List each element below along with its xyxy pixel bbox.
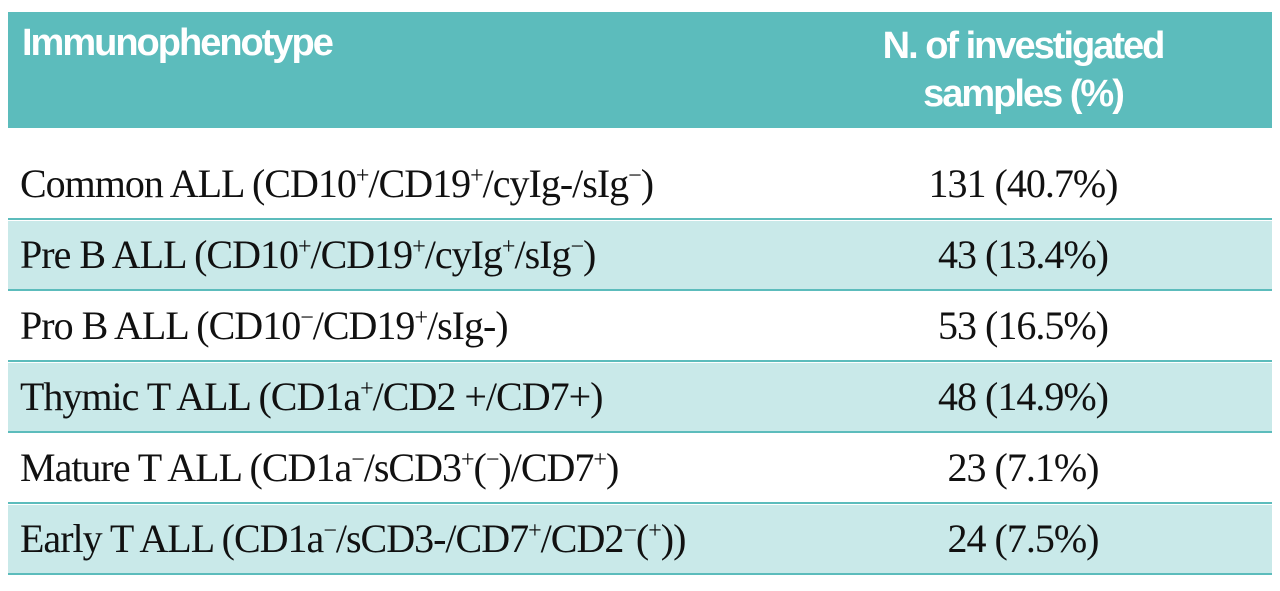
superscript: − [351, 447, 365, 473]
label-text: /CD2 [540, 516, 625, 561]
superscript: + [470, 163, 484, 189]
label-text: /sIg [514, 232, 571, 277]
superscript: + [360, 376, 374, 402]
superscript: + [461, 447, 475, 473]
superscript: − [570, 234, 584, 260]
table-row: Pre B ALL (CD10+/CD19+/cyIg+/sIg−) 43 (13… [8, 221, 1272, 291]
label-text: ) [605, 445, 619, 490]
row-label: Common ALL (CD10+/CD19+/cyIg-/sIg−) [20, 160, 654, 207]
label-text: Common ALL (CD10 [20, 161, 357, 206]
superscript: + [648, 518, 662, 544]
superscript: + [501, 234, 516, 260]
label-text: Pre B ALL (CD10 [20, 232, 299, 277]
row-value: 43 (13.4%) [938, 232, 1109, 277]
label-text: Early T ALL (CD1a [20, 516, 324, 561]
row-label: Pro B ALL (CD10−/CD19+/sIg-) [20, 302, 509, 349]
label-text: /sCD3-/CD7 [335, 516, 529, 561]
label-text: ) [640, 161, 654, 206]
superscript: + [414, 305, 428, 331]
superscript: − [485, 447, 500, 473]
row-value: 131 (40.7%) [928, 161, 1119, 206]
row-label: Pre B ALL (CD10+/CD19+/cyIg+/sIg−) [20, 231, 596, 278]
label-text: ) [583, 232, 596, 277]
label-text: /sCD3 [363, 445, 462, 490]
superscript: + [355, 163, 370, 189]
label-text: /CD19 [310, 232, 414, 277]
superscript: + [528, 518, 542, 544]
superscript: + [593, 447, 607, 473]
superscript: − [300, 305, 314, 331]
table-header: Immunophenotype N. of investigated sampl… [8, 12, 1272, 128]
label-text: /cyIg-/sIg [482, 161, 630, 206]
label-text: /CD19 [312, 303, 416, 348]
label-text: )) [660, 516, 687, 561]
table-row: Thymic T ALL (CD1a+/CD2 +/CD7+) 48 (14.9%… [8, 363, 1272, 433]
table-row: Early T ALL (CD1a−/sCD3-/CD7+/CD2−(+)) 24… [8, 505, 1272, 575]
label-text: Pro B ALL (CD10 [20, 303, 301, 348]
label-text: /CD2 +/CD7+) [372, 374, 604, 419]
row-label: Early T ALL (CD1a−/sCD3-/CD7+/CD2−(+)) [20, 515, 687, 562]
row-value: 53 (16.5%) [938, 303, 1109, 348]
superscript: + [412, 234, 426, 260]
label-text: Mature T ALL (CD1a [20, 445, 352, 490]
superscript: + [297, 234, 312, 260]
label-text: Thymic T ALL (CD1a [20, 374, 361, 419]
superscript: − [323, 518, 337, 544]
label-text: ( [635, 516, 649, 561]
row-label: Thymic T ALL (CD1a+/CD2 +/CD7+) [20, 373, 604, 420]
row-value: 24 (7.5%) [947, 516, 1100, 561]
label-text: /cyIg [424, 232, 503, 277]
label-text: /sIg-) [426, 303, 509, 348]
label-text: ( [473, 445, 487, 490]
superscript: − [628, 163, 642, 189]
header-cell: N. of investigated samples (%) [882, 25, 1166, 115]
table-row: Pro B ALL (CD10−/CD19+/sIg-) 53 (16.5%) [8, 292, 1272, 362]
row-value: 48 (14.9%) [938, 374, 1109, 419]
header-cell: Immunophenotype [22, 22, 334, 64]
table-row: Mature T ALL (CD1a−/sCD3+(−)/CD7+) 23 (7.… [8, 434, 1272, 504]
row-label: Mature T ALL (CD1a−/sCD3+(−)/CD7+) [20, 444, 619, 491]
row-value: 23 (7.1%) [947, 445, 1100, 490]
table-row: Common ALL (CD10+/CD19+/cyIg-/sIg−) 131 (… [8, 150, 1272, 220]
label-text: /CD19 [368, 161, 471, 206]
superscript: − [623, 518, 637, 544]
label-text: )/CD7 [498, 445, 594, 490]
